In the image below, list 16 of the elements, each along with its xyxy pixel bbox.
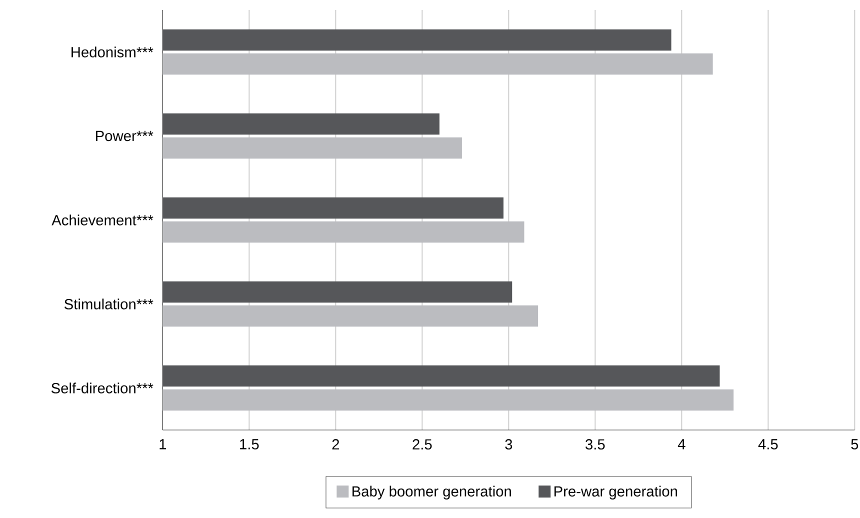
legend-label: Baby boomer generation (352, 486, 511, 500)
x-tick-label: 2 (332, 439, 340, 450)
x-tick-label: 4.5 (758, 439, 778, 450)
x-tick-label: 1 (160, 439, 166, 450)
x-tick-label: 4 (678, 439, 686, 450)
x-tick-label: 2.5 (412, 439, 432, 450)
y-tick-label: Power*** (96, 130, 154, 142)
x-tick-label: 5 (851, 439, 858, 450)
y-tick-label: Hedonism*** (72, 46, 154, 58)
legend-label: Pre-war generation (554, 486, 678, 500)
y-tick-label: Self-direction*** (51, 382, 154, 394)
x-tick-label: 3 (505, 439, 512, 450)
x-tick-label: 1.5 (240, 439, 259, 450)
x-tick-label: 3.5 (586, 439, 605, 450)
y-tick-label: Stimulation*** (64, 298, 154, 310)
y-tick-label: Achievement*** (52, 214, 154, 226)
